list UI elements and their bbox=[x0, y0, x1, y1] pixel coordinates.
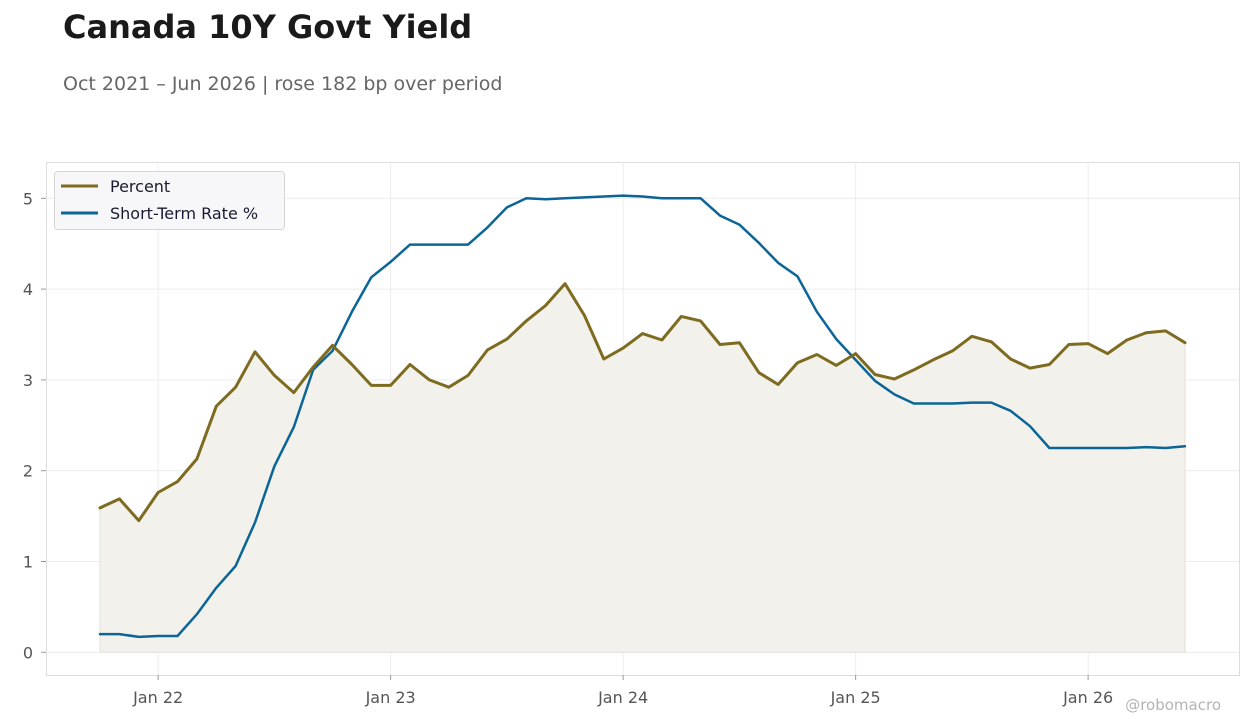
legend: Percent Short-Term Rate % bbox=[54, 171, 285, 230]
y-tick-label: 5 bbox=[23, 189, 33, 208]
watermark: @robomacro bbox=[1125, 696, 1221, 714]
x-tick-label: Jan 26 bbox=[1062, 688, 1113, 707]
x-tick-label: Jan 24 bbox=[597, 688, 648, 707]
y-tick-label: 2 bbox=[23, 462, 33, 481]
x-tick-label: Jan 22 bbox=[132, 688, 183, 707]
series-lines bbox=[98, 194, 1187, 639]
y-tick-label: 0 bbox=[23, 643, 33, 662]
legend-box bbox=[54, 171, 285, 230]
y-tick-label: 1 bbox=[23, 553, 33, 572]
y-tick-label: 4 bbox=[23, 280, 33, 299]
legend-label-1: Short-Term Rate % bbox=[110, 204, 258, 223]
y-tick-label: 3 bbox=[23, 371, 33, 390]
series-line-1 bbox=[98, 194, 1187, 639]
x-tick-label: Jan 23 bbox=[365, 688, 416, 707]
chart-title: Canada 10Y Govt Yield bbox=[63, 8, 473, 46]
axis-labels: 0 1 2 3 4 5 Jan 22 Jan 23 Jan 24 Jan 25 Jan 26 bbox=[23, 189, 1113, 707]
x-tick-label: Jan 25 bbox=[830, 688, 881, 707]
chart-subtitle: Oct 2021 – Jun 2026 | rose 182 bp over p… bbox=[63, 73, 503, 95]
series-line-0 bbox=[98, 282, 1187, 523]
legend-label-0: Percent bbox=[110, 177, 170, 196]
